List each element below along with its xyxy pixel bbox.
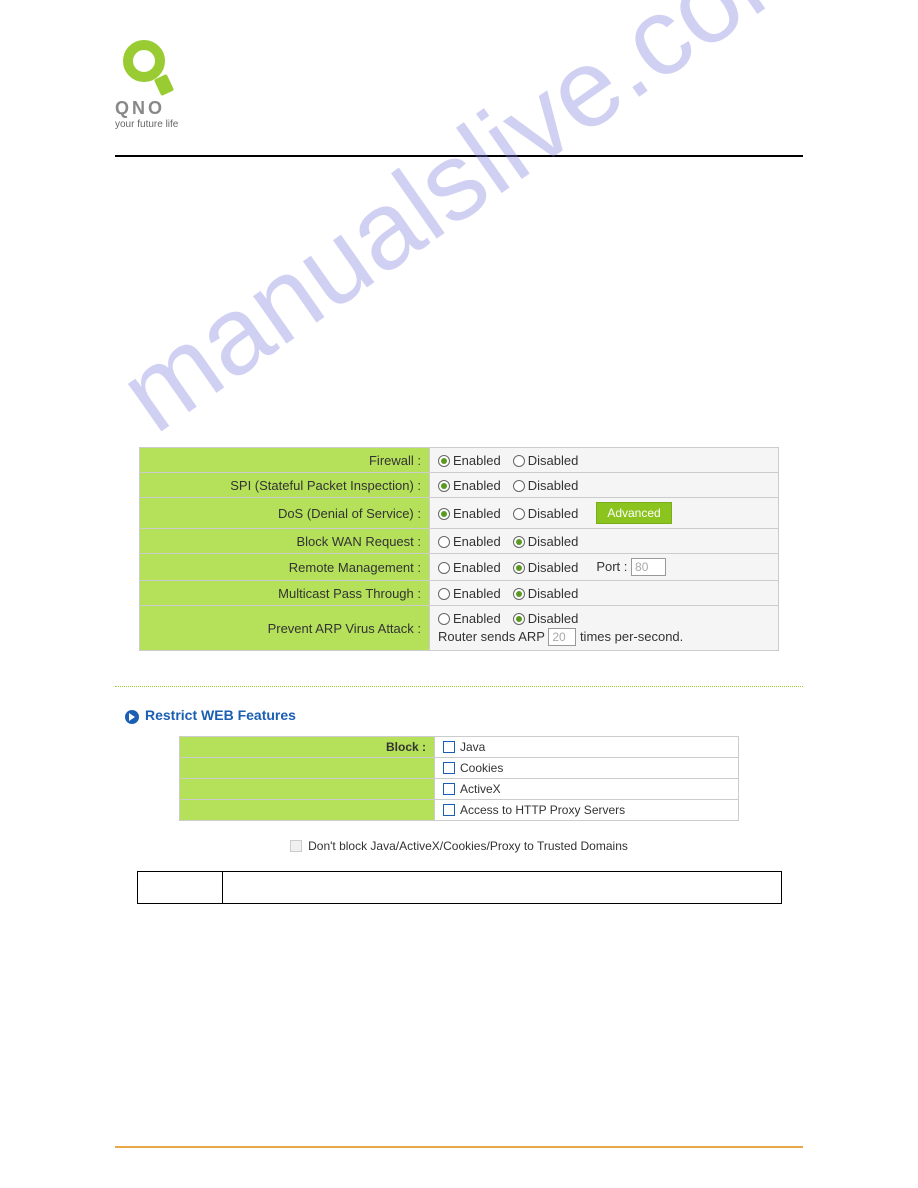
- block-label-empty: [180, 757, 435, 778]
- setting-value: Enabled Disabled: [430, 581, 779, 606]
- setting-label: Block WAN Request :: [140, 529, 430, 554]
- disabled-label: Disabled: [528, 586, 579, 601]
- block-item: Access to HTTP Proxy Servers: [435, 799, 739, 820]
- logo-block: QNO your future life: [115, 40, 178, 130]
- enabled-label: Enabled: [453, 453, 501, 468]
- setting-value: Enabled Disabled Advanced: [430, 498, 779, 529]
- enabled-label: Enabled: [453, 586, 501, 601]
- enabled-label: Enabled: [453, 560, 501, 575]
- setting-label: Remote Management :: [140, 554, 430, 581]
- block-item-label: Access to HTTP Proxy Servers: [460, 803, 625, 817]
- trusted-domains-label: Don't block Java/ActiveX/Cookies/Proxy t…: [308, 839, 628, 853]
- enabled-radio[interactable]: [438, 480, 450, 492]
- block-checkbox[interactable]: [443, 741, 455, 753]
- disabled-radio[interactable]: [513, 455, 525, 467]
- port-input[interactable]: [631, 558, 666, 576]
- enabled-label: Enabled: [453, 534, 501, 549]
- enabled-radio[interactable]: [438, 536, 450, 548]
- enabled-radio[interactable]: [438, 455, 450, 467]
- bullet-icon: [125, 710, 139, 724]
- header-divider: [115, 155, 803, 157]
- logo-brand-text: QNO: [115, 98, 178, 119]
- setting-value: Enabled Disabled Port :: [430, 554, 779, 581]
- watermark-text: manualslive.com: [97, 0, 841, 457]
- setting-label: Multicast Pass Through :: [140, 581, 430, 606]
- trusted-domains-row: Don't block Java/ActiveX/Cookies/Proxy t…: [115, 839, 803, 853]
- logo-q-icon: [123, 40, 173, 90]
- block-item: Java: [435, 736, 739, 757]
- disabled-label: Disabled: [528, 506, 579, 521]
- setting-label: DoS (Denial of Service) :: [140, 498, 430, 529]
- block-item-label: Cookies: [460, 761, 503, 775]
- advanced-button[interactable]: Advanced: [596, 502, 671, 524]
- disabled-radio[interactable]: [513, 480, 525, 492]
- disabled-radio[interactable]: [513, 508, 525, 520]
- block-item-label: ActiveX: [460, 782, 501, 796]
- disabled-label: Disabled: [528, 478, 579, 493]
- section-title: Restrict WEB Features: [145, 707, 296, 723]
- block-item: ActiveX: [435, 778, 739, 799]
- section-divider: [115, 686, 803, 687]
- block-checkbox[interactable]: [443, 762, 455, 774]
- enabled-radio[interactable]: [438, 588, 450, 600]
- block-label-empty: [180, 799, 435, 820]
- setting-value: Enabled Disabled: [430, 529, 779, 554]
- empty-footer-table: [137, 871, 782, 904]
- firewall-settings-table: Firewall : Enabled Disabled SPI (Stateful P…: [139, 447, 779, 651]
- enabled-label: Enabled: [453, 506, 501, 521]
- disabled-label: Disabled: [528, 611, 579, 626]
- block-item-label: Java: [460, 740, 485, 754]
- footer-divider: [115, 1146, 803, 1148]
- block-table: Block : Java Cookies ActiveX Access to HTTP …: [179, 736, 739, 821]
- enabled-radio[interactable]: [438, 508, 450, 520]
- empty-cell-1: [137, 871, 222, 903]
- setting-label: Firewall :: [140, 448, 430, 473]
- block-label: Block :: [180, 736, 435, 757]
- enabled-label: Enabled: [453, 478, 501, 493]
- port-label: Port :: [596, 559, 627, 574]
- disabled-radio[interactable]: [513, 588, 525, 600]
- setting-value: Enabled Disabled: [430, 473, 779, 498]
- setting-label: Prevent ARP Virus Attack :: [140, 606, 430, 651]
- enabled-radio[interactable]: [438, 613, 450, 625]
- empty-cell-2: [222, 871, 781, 903]
- disabled-radio[interactable]: [513, 536, 525, 548]
- disabled-label: Disabled: [528, 560, 579, 575]
- setting-value: Enabled DisabledRouter sends ARP times pe…: [430, 606, 779, 651]
- restrict-web-header: Restrict WEB Features: [115, 707, 803, 723]
- disabled-label: Disabled: [528, 453, 579, 468]
- disabled-radio[interactable]: [513, 562, 525, 574]
- enabled-label: Enabled: [453, 611, 501, 626]
- block-checkbox[interactable]: [443, 783, 455, 795]
- block-item: Cookies: [435, 757, 739, 778]
- arp-input[interactable]: [548, 628, 576, 646]
- enabled-radio[interactable]: [438, 562, 450, 574]
- trusted-domains-checkbox[interactable]: [290, 840, 302, 852]
- setting-label: SPI (Stateful Packet Inspection) :: [140, 473, 430, 498]
- block-checkbox[interactable]: [443, 804, 455, 816]
- logo-tagline: your future life: [115, 119, 178, 130]
- disabled-label: Disabled: [528, 534, 579, 549]
- block-label-empty: [180, 778, 435, 799]
- arp-line: Router sends ARP times per-second.: [438, 626, 770, 646]
- disabled-radio[interactable]: [513, 613, 525, 625]
- setting-value: Enabled Disabled: [430, 448, 779, 473]
